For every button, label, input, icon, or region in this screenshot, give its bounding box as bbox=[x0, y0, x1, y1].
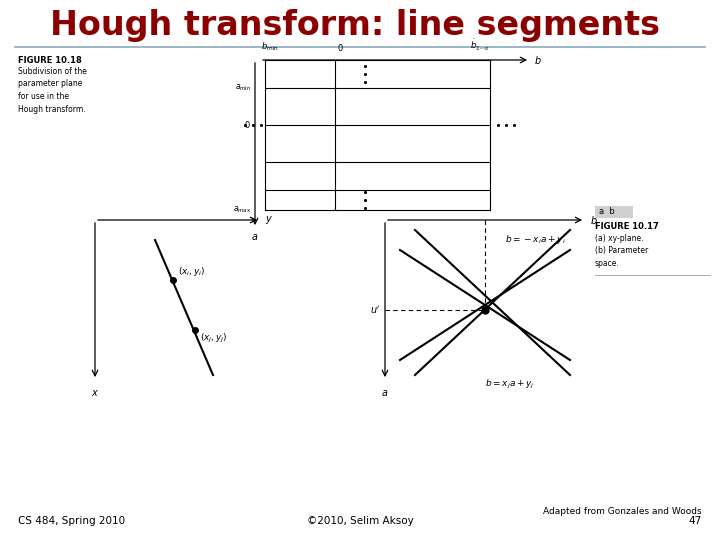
Text: $\dot{b}_{1 \cdots s}$: $\dot{b}_{1 \cdots s}$ bbox=[470, 38, 490, 53]
Text: $x$: $x$ bbox=[91, 388, 99, 398]
Text: $b = -x_i a + y_i$: $b = -x_i a + y_i$ bbox=[505, 233, 566, 246]
Text: $b$: $b$ bbox=[590, 214, 598, 226]
Text: Hough transform: line segments: Hough transform: line segments bbox=[50, 9, 660, 42]
Text: a  b: a b bbox=[599, 207, 615, 217]
Text: FIGURE 10.17: FIGURE 10.17 bbox=[595, 222, 659, 231]
Text: ©2010, Selim Aksoy: ©2010, Selim Aksoy bbox=[307, 516, 413, 526]
Text: $b = x_j a + y_j$: $b = x_j a + y_j$ bbox=[485, 378, 535, 391]
Text: $(x_i, y_i)$: $(x_i, y_i)$ bbox=[178, 265, 205, 278]
Text: $b$: $b$ bbox=[534, 54, 541, 66]
Text: $0$: $0$ bbox=[244, 119, 251, 131]
FancyBboxPatch shape bbox=[595, 206, 633, 218]
Text: $a_{\max}$: $a_{\max}$ bbox=[233, 205, 251, 215]
Text: (a) xy-plane.
(b) Parameter
space.: (a) xy-plane. (b) Parameter space. bbox=[595, 234, 648, 268]
Text: Adapted from Gonzales and Woods: Adapted from Gonzales and Woods bbox=[544, 507, 702, 516]
Text: 47: 47 bbox=[689, 516, 702, 526]
Text: $a$: $a$ bbox=[382, 388, 389, 398]
Text: $u'$: $u'$ bbox=[369, 304, 380, 316]
Text: $b_{\min}$: $b_{\min}$ bbox=[261, 40, 279, 53]
Text: $0$: $0$ bbox=[337, 42, 343, 53]
Text: $a$: $a$ bbox=[251, 232, 258, 242]
Text: Subdivision of the
parameter plane
for use in the
Hough transform.: Subdivision of the parameter plane for u… bbox=[18, 67, 87, 113]
Text: $(x_j, y_j)$: $(x_j, y_j)$ bbox=[200, 332, 228, 345]
Text: $a_{\min}$: $a_{\min}$ bbox=[235, 83, 251, 93]
Text: CS 484, Spring 2010: CS 484, Spring 2010 bbox=[18, 516, 125, 526]
Text: FIGURE 10.18: FIGURE 10.18 bbox=[18, 56, 82, 65]
Text: $y$: $y$ bbox=[265, 214, 273, 226]
